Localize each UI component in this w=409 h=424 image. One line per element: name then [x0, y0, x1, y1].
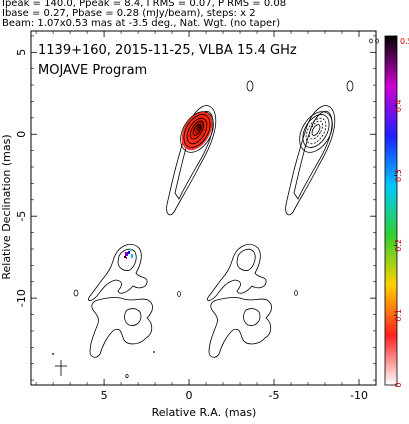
y-axis-label: Relative Declination (mas)	[0, 134, 13, 279]
pol-pixel-cyan	[131, 254, 133, 258]
core-contour-4	[189, 120, 205, 140]
right-core-contour-2	[302, 114, 330, 148]
pol-pixel-black	[124, 256, 126, 258]
y-tick-label: 5	[15, 49, 28, 56]
colorbar-tick-label: 0.4	[394, 99, 403, 112]
x-tick-label: 5	[101, 389, 108, 402]
right-core-contour-4	[308, 120, 324, 140]
right-island-contour-1	[246, 80, 254, 92]
pol-pixel-blue	[128, 251, 130, 254]
header-line-1: Ipeak = 140.0, Ppeak = 8.4, I RMS = 0.07…	[2, 0, 287, 9]
colorbar-tick-label: 0.3	[394, 169, 403, 182]
core-contour-5	[192, 124, 202, 136]
corner-island-contour	[369, 38, 373, 44]
chart-subtitle: MOJAVE Program	[38, 63, 147, 78]
colorbar-tick-label: 0.2	[394, 239, 403, 252]
island-contour-3	[125, 373, 129, 379]
left-panel-contours	[73, 105, 217, 379]
colorbar-ticks: 0 0.1 0.2 0.3 0.4	[394, 35, 403, 388]
lower-inner-contour	[124, 308, 142, 326]
right-knot-contour-2	[236, 248, 256, 271]
island-contour-1	[73, 289, 79, 297]
beam-cross-marker	[55, 360, 67, 376]
right-jet-outer-contour	[285, 105, 336, 216]
right-core-contour-5	[311, 124, 321, 136]
colorbar-tick-label: 0.1	[394, 309, 403, 322]
colorbar-tick-label: 0	[394, 382, 403, 387]
y-tick-label: -5	[15, 211, 28, 222]
knot-contour-2	[117, 248, 137, 271]
core-contour-3	[186, 117, 208, 145]
x-tick-label: 0	[186, 389, 193, 402]
right-panel-contours	[207, 38, 379, 358]
pol-pixel-cyan-2	[130, 249, 132, 251]
y-tick-label: 0	[15, 131, 28, 138]
x-tick-label: -5	[269, 389, 280, 402]
right-lower-inner-contour	[243, 308, 261, 326]
island-contour-2	[177, 291, 181, 297]
lower-extended-contour	[89, 297, 153, 358]
right-knot-outer-contour	[207, 244, 267, 301]
header-line-3: Beam: 1.07x0.53 mas at -3.5 deg., Nat. W…	[2, 18, 281, 29]
colorbar: 0.5	[384, 35, 409, 386]
colorbar-top-label: 0.5	[400, 37, 409, 46]
beam-dot	[52, 353, 54, 355]
header-line-2: Ibase = 0.27, Pbase = 0.28 (mJy/beam), s…	[2, 8, 256, 19]
right-island-contour-2	[346, 80, 354, 92]
core-contour-1	[180, 111, 214, 153]
right-lower-extended-contour	[208, 297, 272, 358]
right-jet-contour-2	[293, 111, 333, 200]
axis-ticks: 5 0 -5 -10 5 0 -5 -10	[15, 31, 376, 402]
knot-outer-contour	[88, 244, 148, 301]
right-core-contour-3	[305, 117, 327, 145]
pol-pixel-red	[126, 257, 127, 259]
core-color-fill	[181, 111, 213, 151]
chart-title: 1139+160, 2015-11-25, VLBA 15.4 GHz	[38, 43, 297, 58]
core-contour-2	[183, 114, 211, 148]
pol-pixel-purple	[125, 252, 128, 256]
right-core-contour-1	[299, 111, 333, 153]
corner-island-contour-2	[375, 38, 379, 44]
x-tick-label: -10	[350, 389, 368, 402]
right-island-contour-3	[294, 290, 298, 296]
y-tick-label: -10	[15, 289, 28, 307]
plot-frame	[30, 30, 377, 386]
island-dot	[153, 351, 155, 353]
x-axis-label: Relative R.A. (mas)	[152, 406, 257, 419]
